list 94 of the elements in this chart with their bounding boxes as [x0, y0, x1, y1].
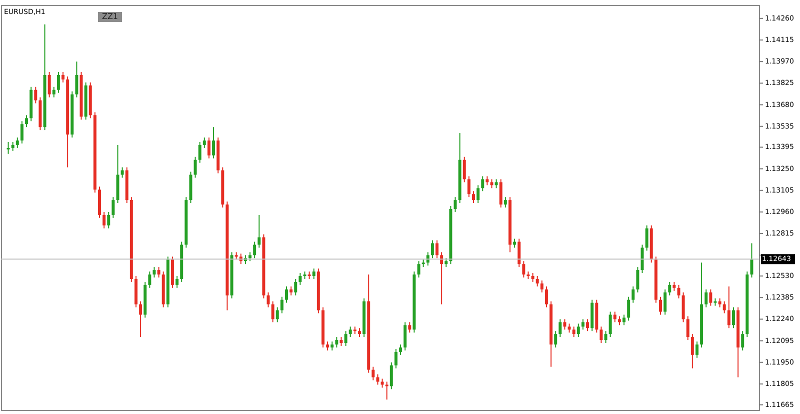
candlestick	[25, 114, 28, 128]
candlestick	[664, 288, 667, 316]
candlestick	[157, 266, 160, 278]
candlestick	[563, 318, 566, 330]
candlestick	[271, 300, 274, 323]
candlestick	[636, 266, 640, 293]
candlestick	[280, 296, 284, 314]
candlestick	[608, 311, 612, 338]
candlestick	[558, 318, 562, 338]
candlestick	[198, 141, 202, 164]
candlestick	[376, 374, 380, 386]
candlestick	[518, 238, 521, 268]
candlestick	[481, 176, 484, 192]
candlestick	[640, 244, 644, 274]
candlestick	[16, 137, 19, 148]
candlestick	[344, 330, 348, 346]
candlestick	[722, 300, 726, 314]
candlestick	[385, 381, 388, 400]
candlestick	[536, 275, 539, 287]
candlestick	[677, 284, 680, 299]
candlestick	[727, 286, 730, 329]
candlestick	[212, 126, 216, 159]
candlestick	[750, 242, 754, 278]
candlestick	[522, 260, 526, 278]
candlestick	[430, 240, 434, 259]
candlestick	[194, 156, 197, 178]
candlestick	[372, 366, 375, 381]
candlestick	[48, 72, 51, 98]
candlestick	[399, 344, 402, 356]
candlestick	[34, 86, 38, 104]
candlestick	[107, 211, 110, 229]
candlestick	[576, 323, 580, 338]
candlestick	[682, 292, 685, 323]
candlestick	[285, 286, 288, 304]
candlestick	[440, 252, 444, 305]
candlestick	[472, 190, 475, 204]
candlestick	[152, 266, 156, 278]
candlestick	[741, 330, 744, 351]
candlestick	[404, 322, 407, 351]
candlestick	[298, 272, 302, 286]
candlestick	[600, 326, 603, 344]
candlestick	[390, 362, 393, 390]
candlestick	[20, 120, 24, 144]
candlestick	[6, 141, 10, 154]
candlestick	[75, 61, 78, 98]
candlestick	[436, 240, 439, 259]
candlestick	[613, 311, 616, 323]
candlestick	[709, 288, 712, 306]
candlestick	[499, 178, 502, 208]
candlestick	[504, 196, 507, 208]
candlestick	[554, 330, 558, 348]
candlestick	[62, 72, 65, 83]
candlestick	[112, 196, 115, 218]
candlestick	[253, 241, 256, 259]
candlestick	[690, 334, 694, 369]
candlestick	[732, 306, 735, 329]
candlestick	[207, 137, 210, 159]
candlestick	[52, 86, 56, 98]
candlestick	[266, 292, 270, 308]
candlestick	[668, 281, 672, 296]
candlestick	[462, 156, 466, 183]
candlestick	[417, 260, 420, 278]
candlestick	[56, 72, 60, 94]
candlestick	[312, 268, 316, 280]
candlestick	[540, 280, 544, 293]
candlestick	[704, 288, 708, 308]
candlestick	[335, 336, 338, 348]
candlestick	[581, 318, 584, 330]
candlestick	[627, 296, 630, 322]
annotation: ZZ1	[102, 12, 118, 21]
candlestick	[276, 306, 279, 323]
candlestick	[408, 322, 412, 334]
candlestick	[258, 214, 261, 248]
candlestick	[454, 196, 457, 212]
candlestick	[476, 184, 480, 204]
candlestick	[348, 326, 352, 338]
candlestick	[467, 176, 470, 198]
candlestick	[686, 316, 690, 341]
candlestick	[394, 348, 398, 369]
candlestick	[176, 275, 179, 288]
candlestick	[102, 211, 106, 229]
candlestick	[645, 224, 648, 252]
candlestick	[695, 341, 698, 358]
candlestick	[572, 326, 576, 338]
candlestick	[544, 286, 548, 308]
candlestick	[632, 286, 635, 304]
candlestick	[604, 330, 608, 344]
candlestick	[202, 137, 206, 148]
candlestick	[139, 300, 142, 338]
candlestick	[148, 271, 152, 288]
candlestick	[586, 318, 590, 332]
candlestick	[659, 296, 662, 316]
candlestick	[622, 314, 626, 326]
candlestick	[294, 278, 298, 296]
